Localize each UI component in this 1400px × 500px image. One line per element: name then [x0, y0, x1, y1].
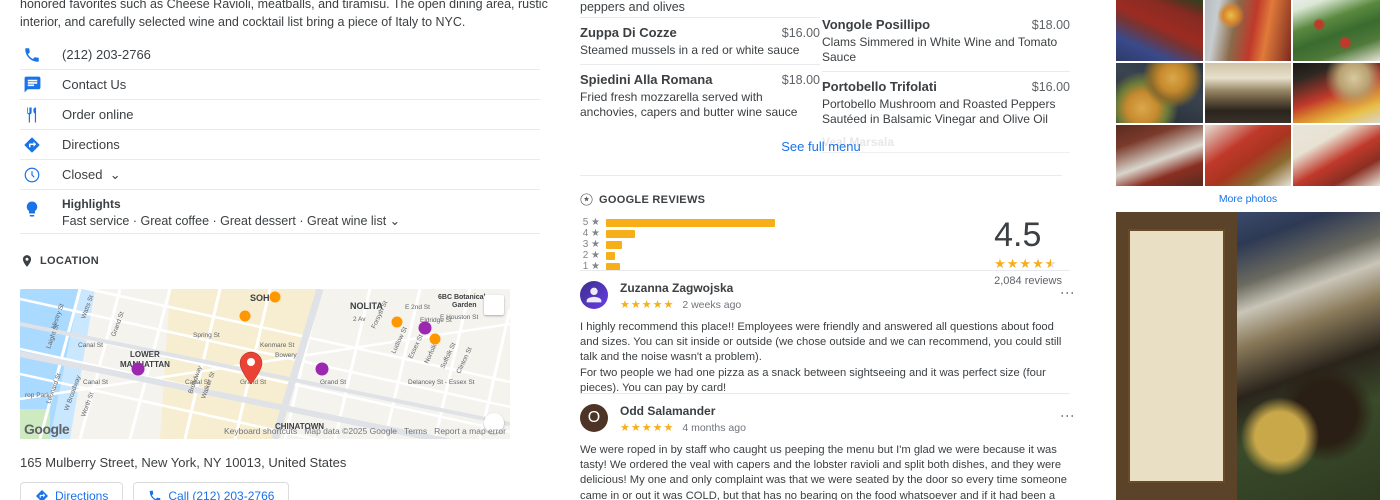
svg-text:Spring St: Spring St [193, 332, 220, 339]
svg-text:Bowery: Bowery [275, 352, 297, 359]
svg-text:6BC Botanical: 6BC Botanical [438, 294, 486, 301]
svg-text:Canal St: Canal St [83, 379, 108, 386]
svg-text:LOWER: LOWER [130, 350, 160, 359]
svg-text:E Houston St: E Houston St [440, 314, 478, 321]
svg-text:Canal St: Canal St [78, 342, 103, 349]
svg-text:Kenmare St: Kenmare St [260, 342, 295, 349]
svg-text:MANHATTAN: MANHATTAN [120, 360, 170, 369]
svg-text:E 2nd St: E 2nd St [405, 304, 430, 311]
svg-text:2 Av: 2 Av [353, 316, 366, 323]
svg-text:Garden: Garden [452, 302, 477, 309]
svg-text:rop Park: rop Park [25, 392, 50, 399]
svg-text:Grand St: Grand St [320, 379, 346, 386]
svg-text:Delancey St - Essex St: Delancey St - Essex St [408, 379, 475, 386]
